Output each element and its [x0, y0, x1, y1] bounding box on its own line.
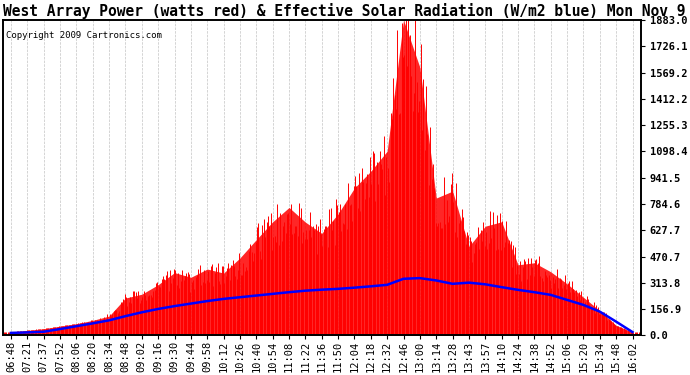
Text: West Array Power (watts red) & Effective Solar Radiation (W/m2 blue) Mon Nov 9 1: West Array Power (watts red) & Effective… [3, 3, 690, 19]
Text: Copyright 2009 Cartronics.com: Copyright 2009 Cartronics.com [6, 31, 162, 40]
